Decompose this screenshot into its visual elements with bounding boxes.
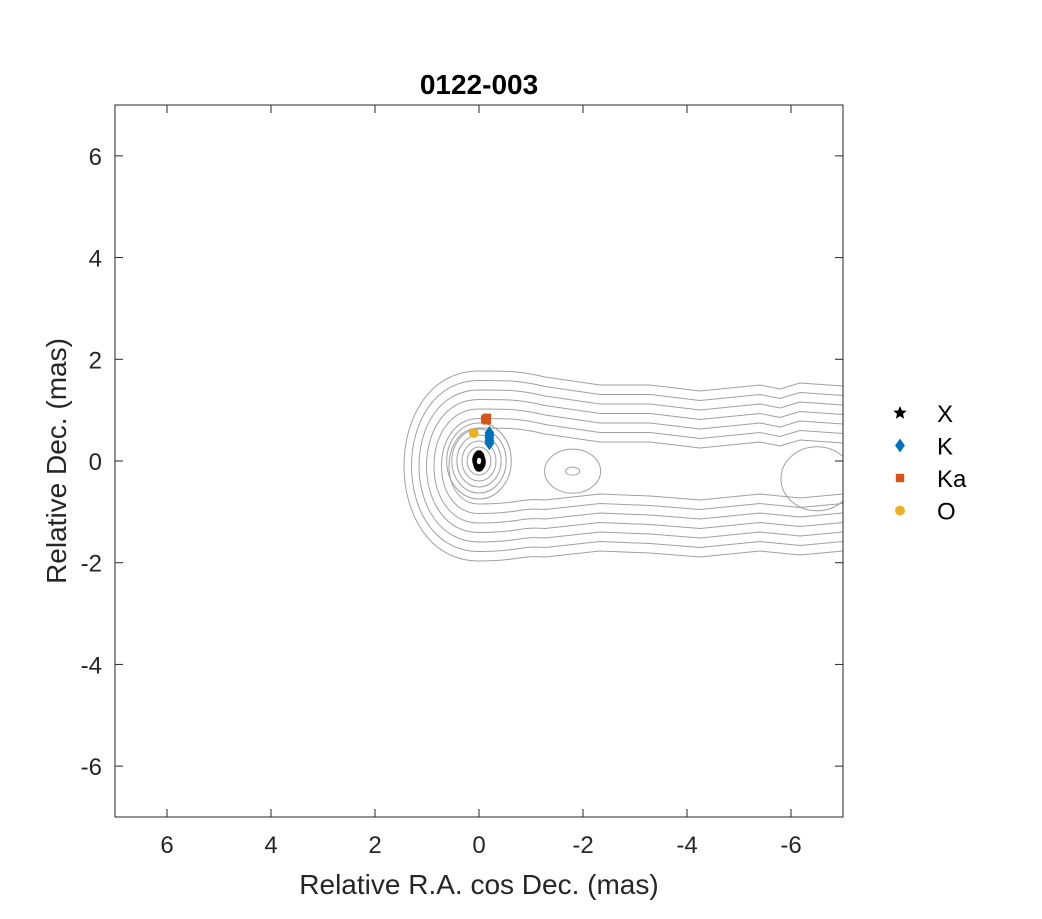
- point-x: [474, 453, 486, 471]
- point-ka: [481, 415, 490, 424]
- x-tick-label: -6: [780, 832, 801, 859]
- x-tick-label: 0: [472, 832, 485, 859]
- legend-label-ka: Ka: [937, 466, 967, 493]
- contour-core-ring: [451, 428, 507, 494]
- x-axis-label: Relative R.A. cos Dec. (mas): [299, 869, 658, 900]
- y-tick-label: -6: [81, 754, 102, 781]
- contour-line: [441, 417, 843, 515]
- chart-title: 0122-003: [420, 69, 538, 100]
- contour-line: [448, 427, 843, 505]
- y-tick-label: 4: [89, 246, 102, 273]
- legend: XK Ka O: [893, 401, 967, 526]
- contour-map: [403, 370, 843, 562]
- contour-line: [411, 379, 843, 553]
- legend-label-x: X: [937, 401, 953, 428]
- legend-marker-ka: [895, 473, 905, 483]
- x-tick-label: 6: [160, 832, 173, 859]
- contour-core-ring: [466, 446, 492, 476]
- x-tick-label: 2: [368, 832, 381, 859]
- legend-label-k: K: [937, 434, 953, 461]
- x-tick-label: 4: [264, 832, 277, 859]
- contour-far-blob: [780, 446, 843, 512]
- contour-core-ring: [446, 422, 512, 500]
- x-tick-label: -4: [676, 832, 697, 859]
- y-tick-label: 2: [89, 347, 102, 374]
- y-tick-label: 0: [89, 449, 102, 476]
- plot-area: [115, 105, 843, 817]
- y-tick-label: -4: [81, 652, 102, 679]
- y-axis-label: Relative Dec. (mas): [41, 338, 72, 584]
- contour-line: [418, 389, 843, 543]
- contour-feature-inner: [565, 466, 581, 476]
- legend-marker-x: [893, 406, 907, 419]
- legend-marker-o: [895, 505, 905, 516]
- marker-layer: [468, 413, 495, 472]
- contour-line: [426, 398, 843, 534]
- x-tick-label: -2: [572, 832, 593, 859]
- tick-layer: 6 4 2 0 -2 -4 -6 -6 -4 -2 0 2 4 6: [81, 105, 843, 859]
- legend-marker-k: [895, 438, 905, 453]
- legend-label-o: O: [937, 499, 956, 526]
- point-k: [484, 426, 495, 441]
- contour-feature-outer: [544, 448, 602, 494]
- contour-core-ring: [456, 434, 502, 488]
- y-tick-label: 6: [89, 144, 102, 171]
- point-o: [468, 428, 479, 438]
- contour-core-ring: [461, 440, 497, 482]
- contour-line: [403, 370, 843, 562]
- y-tick-label: -2: [81, 551, 102, 578]
- contour-line: [433, 408, 843, 524]
